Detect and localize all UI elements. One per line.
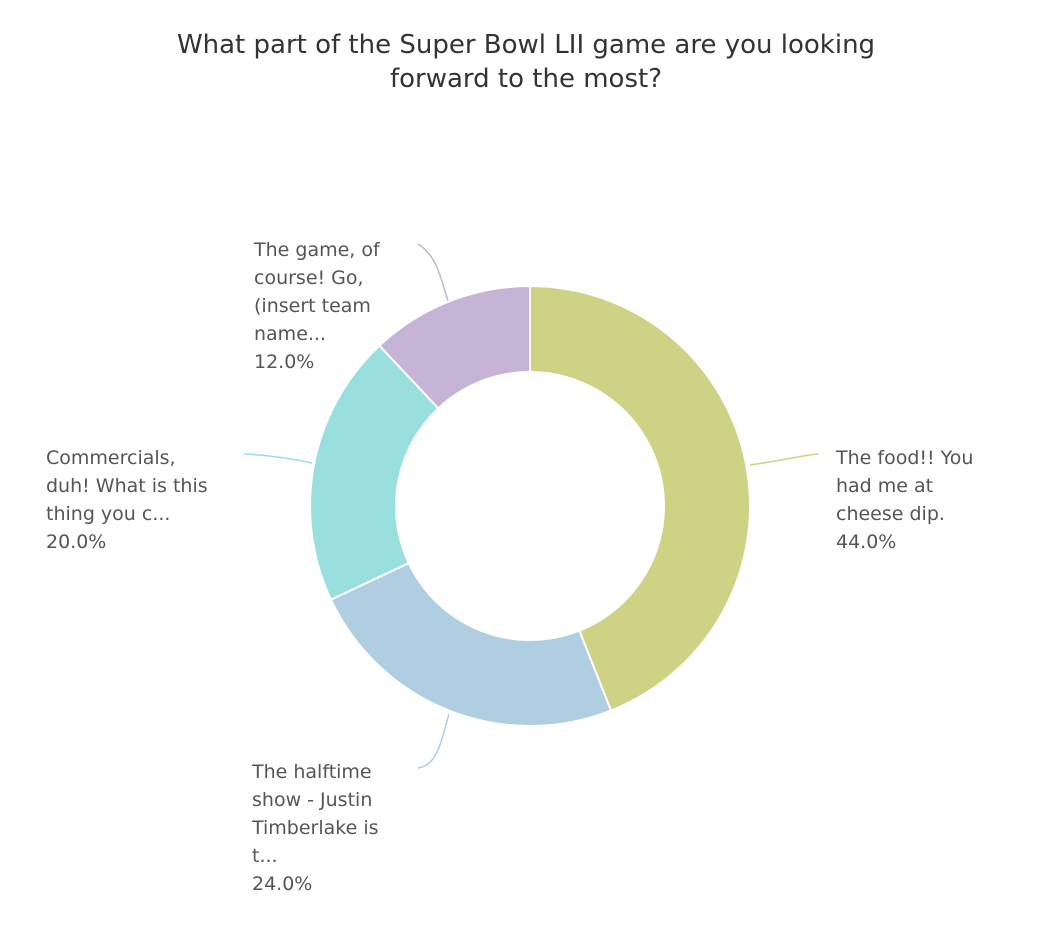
slice-label-game-line-1: The game, of: [254, 239, 380, 261]
leader-line-food: [749, 453, 819, 466]
slice-label-halftime-line-3: Timberlake is: [252, 817, 379, 839]
chart-title: What part of the Super Bowl LII game are…: [60, 28, 992, 96]
slice-label-game-line-4: name...: [254, 323, 327, 345]
donut-slice-commercials: [309, 344, 440, 602]
slice-label-food-value: 44.0%: [836, 531, 897, 553]
slice-label-halftime: The halftime show - Justin Timberlake is…: [252, 758, 379, 898]
chart-title-line-1: What part of the Super Bowl LII game are…: [176, 30, 876, 60]
slice-label-game-line-2: course! Go,: [254, 267, 364, 289]
slice-label-commercials-line-3: thing you c...: [46, 503, 171, 525]
slice-label-halftime-line-4: t...: [252, 845, 278, 867]
slice-label-food-line-1: The food!! You: [836, 447, 974, 469]
slice-label-food: The food!! You had me at cheese dip. 44.…: [836, 444, 973, 556]
slice-label-commercials-line-2: duh! What is this: [46, 475, 208, 497]
slice-label-halftime-line-1: The halftime: [252, 761, 372, 783]
leader-line-halftime: [417, 713, 450, 769]
slice-label-game-line-3: (insert team: [254, 295, 371, 317]
slice-label-commercials-line-1: Commercials,: [46, 447, 176, 469]
label-leader-lines: [243, 243, 819, 769]
leader-line-commercials: [243, 453, 313, 464]
donut-slices: [309, 284, 751, 727]
donut-slice-halftime: [329, 561, 613, 727]
slice-label-game: The game, of course! Go, (insert team na…: [254, 236, 380, 376]
donut-slice-food: [529, 284, 751, 712]
slice-label-commercials: Commercials, duh! What is this thing you…: [46, 444, 208, 556]
chart-title-line-2: forward to the most?: [389, 64, 663, 94]
donut-slice-game: [377, 284, 531, 410]
slice-label-halftime-value: 24.0%: [252, 873, 313, 895]
slice-label-food-line-3: cheese dip.: [836, 503, 945, 525]
slice-label-game-value: 12.0%: [254, 351, 315, 373]
slice-label-food-line-2: had me at: [836, 475, 934, 497]
slice-label-halftime-line-2: show - Justin: [252, 789, 373, 811]
leader-line-game: [417, 243, 449, 302]
slice-label-commercials-value: 20.0%: [46, 531, 107, 553]
